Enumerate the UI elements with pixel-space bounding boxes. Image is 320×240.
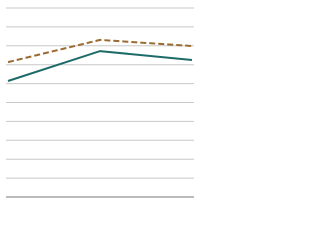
chart xyxy=(6,7,194,198)
series-line xyxy=(7,38,193,64)
series-line xyxy=(7,50,193,82)
page: {"chart_data": {"type": "line", "categor… xyxy=(6,7,194,198)
